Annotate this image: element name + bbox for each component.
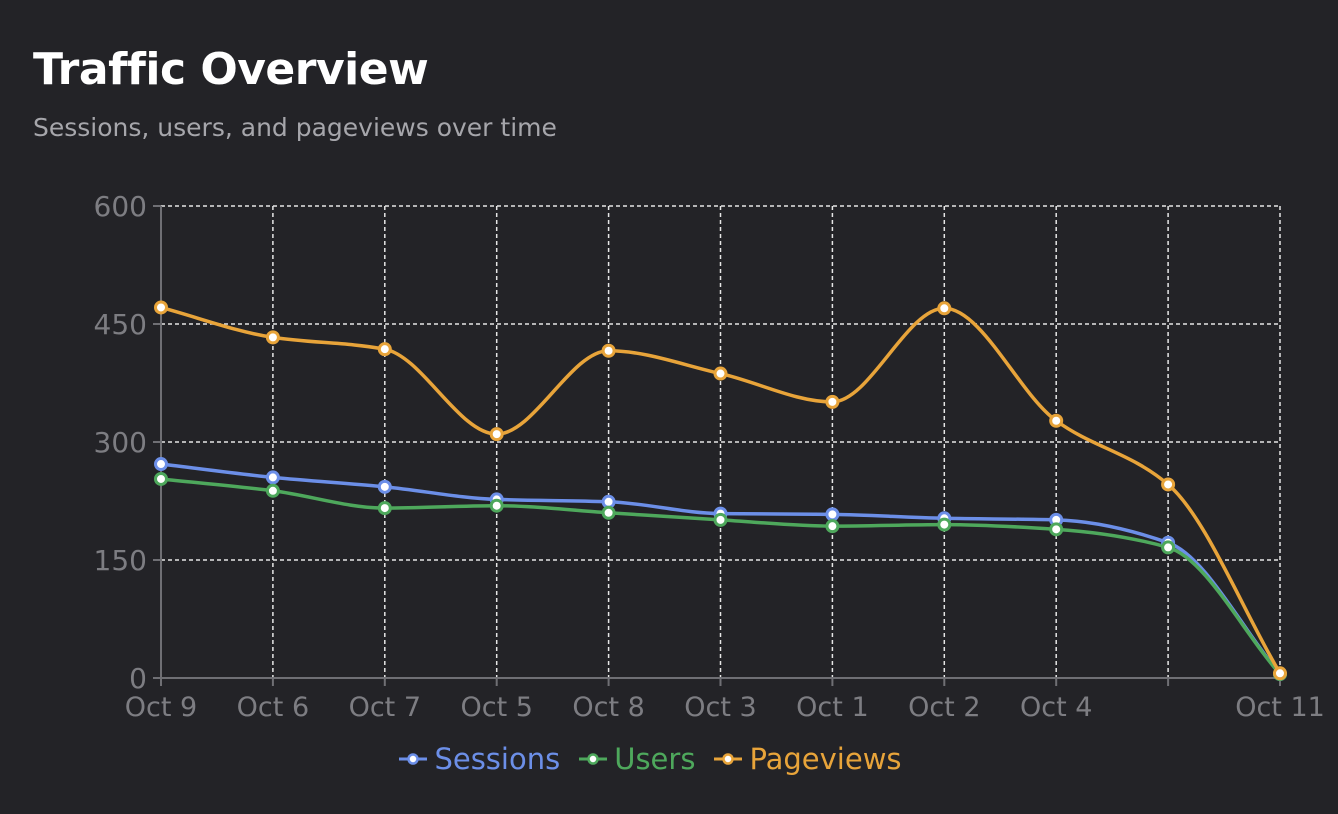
data-point-pageviews (1161, 477, 1176, 492)
chart-legend: Sessions Users Pageviews (0, 742, 1300, 776)
series-line-pageviews (159, 305, 1282, 676)
x-tick-label: Oct 7 (349, 692, 421, 723)
x-tick-label: Oct 2 (908, 692, 980, 723)
data-point-users (1161, 540, 1176, 555)
data-point-pageviews (1049, 413, 1064, 428)
data-point-users (377, 501, 392, 516)
legend-label-pageviews: Pageviews (749, 742, 902, 776)
data-point-users (265, 483, 280, 498)
legend-swatch-users (578, 752, 608, 766)
data-point-pageviews (489, 427, 504, 442)
data-point-pageviews (1273, 666, 1287, 681)
x-tick-label: Oct 6 (237, 692, 309, 723)
data-point-pageviews (377, 342, 392, 357)
x-tick-label: Oct 8 (572, 692, 644, 723)
y-tick-label: 0 (129, 662, 147, 695)
legend-label-sessions: Sessions (434, 742, 561, 776)
data-point-users (489, 498, 504, 513)
data-point-pageviews (713, 366, 728, 381)
legend-item-users[interactable]: Users (578, 742, 695, 776)
chart-subtitle: Sessions, users, and pageviews over time (33, 113, 557, 142)
x-tick-label: Oct 5 (460, 692, 532, 723)
data-point-users (825, 519, 840, 534)
data-point-users (713, 512, 728, 527)
data-point-sessions (825, 507, 840, 522)
x-tick-label: Oct 11 (1235, 692, 1325, 723)
chart-title: Traffic Overview (33, 44, 429, 95)
data-point-users (1049, 522, 1064, 537)
data-point-users (937, 517, 952, 532)
x-tick-label: Oct 1 (796, 692, 868, 723)
x-tick-label: Oct 4 (1020, 692, 1092, 723)
legend-swatch-sessions (398, 752, 428, 766)
data-point-sessions (601, 494, 616, 509)
data-point-sessions (265, 470, 280, 485)
data-point-pageviews (265, 330, 280, 345)
y-tick-label: 600 (94, 190, 147, 223)
x-tick-label: Oct 3 (684, 692, 756, 723)
data-point-pageviews (825, 394, 840, 409)
data-point-users (154, 471, 168, 486)
y-tick-label: 450 (94, 308, 147, 341)
x-tick-label: Oct 9 (125, 692, 197, 723)
data-point-pageviews (154, 300, 168, 315)
y-tick-label: 150 (94, 544, 147, 577)
data-point-sessions (154, 457, 168, 472)
legend-item-pageviews[interactable]: Pageviews (713, 742, 902, 776)
legend-item-sessions[interactable]: Sessions (398, 742, 560, 776)
data-point-pageviews (601, 343, 616, 358)
legend-swatch-pageviews (713, 752, 743, 766)
data-point-sessions (377, 479, 392, 494)
y-tick-label: 300 (94, 426, 147, 459)
data-point-pageviews (937, 301, 952, 316)
data-point-users (601, 505, 616, 520)
legend-label-users: Users (614, 742, 696, 776)
